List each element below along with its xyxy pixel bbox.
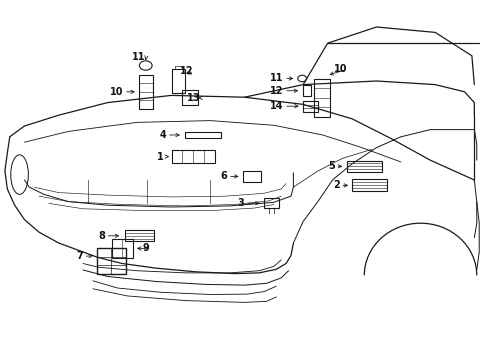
Bar <box>139 75 152 109</box>
Text: 7: 7 <box>76 251 83 261</box>
Text: 12: 12 <box>269 86 283 96</box>
Bar <box>242 171 261 182</box>
Bar <box>175 67 181 69</box>
Bar <box>171 150 214 163</box>
Text: 12: 12 <box>179 66 193 76</box>
Text: 6: 6 <box>220 171 227 181</box>
Text: 13: 13 <box>186 93 200 103</box>
Text: 4: 4 <box>159 130 166 140</box>
Text: 8: 8 <box>98 231 105 241</box>
Bar <box>185 132 220 138</box>
Bar <box>302 85 311 96</box>
Bar <box>351 180 386 192</box>
Text: 10: 10 <box>109 87 123 97</box>
Text: 5: 5 <box>327 161 334 171</box>
Text: 11: 11 <box>269 73 283 84</box>
Bar <box>112 239 132 258</box>
Bar <box>313 79 329 117</box>
Bar <box>172 69 184 93</box>
Text: 11: 11 <box>132 52 145 62</box>
Bar <box>303 101 317 112</box>
Text: 10: 10 <box>333 64 346 74</box>
Bar <box>263 198 279 208</box>
Text: 14: 14 <box>269 101 283 111</box>
Bar <box>182 90 197 105</box>
Text: 2: 2 <box>332 180 339 190</box>
Text: 9: 9 <box>142 243 149 253</box>
Bar <box>97 248 125 274</box>
Bar <box>346 161 381 172</box>
Bar <box>124 230 154 241</box>
Text: 1: 1 <box>157 152 163 162</box>
Text: 3: 3 <box>237 198 244 208</box>
